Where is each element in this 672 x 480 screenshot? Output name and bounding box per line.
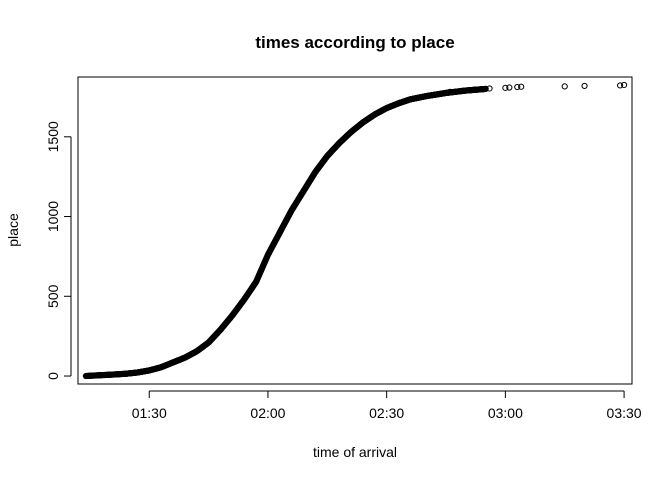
data-point: [502, 84, 509, 91]
y-tick-label: 500: [45, 284, 61, 308]
x-axis: 01:30 02:00 02:30 03:00 03:30: [132, 390, 642, 421]
data-point: [458, 87, 465, 94]
data-point: [620, 81, 628, 89]
x-axis-label: time of arrival: [313, 444, 397, 460]
data-point: [617, 82, 624, 89]
x-tick-label: 02:30: [369, 405, 404, 421]
plot-box: [77, 76, 633, 385]
data-point: [446, 88, 454, 95]
y-axis-label: place: [5, 213, 21, 247]
data-point: [506, 84, 513, 91]
data-point: [482, 85, 489, 92]
data-point: [561, 83, 568, 90]
y-tick-label: 1000: [45, 201, 61, 232]
chart-title: times according to place: [255, 33, 454, 52]
data-point: [470, 86, 477, 93]
data-points: [82, 81, 628, 380]
y-axis: 0 500 1000 1500: [45, 121, 72, 380]
x-tick-label: 03:30: [607, 405, 642, 421]
x-tick-label: 01:30: [132, 405, 167, 421]
y-tick-label: 0: [45, 372, 61, 380]
data-point: [518, 83, 525, 90]
y-tick-label: 1500: [45, 121, 61, 152]
data-point: [486, 85, 493, 92]
x-tick-label: 03:00: [488, 405, 523, 421]
x-tick-label: 02:00: [250, 405, 285, 421]
data-point: [581, 82, 588, 90]
data-point: [514, 83, 521, 91]
